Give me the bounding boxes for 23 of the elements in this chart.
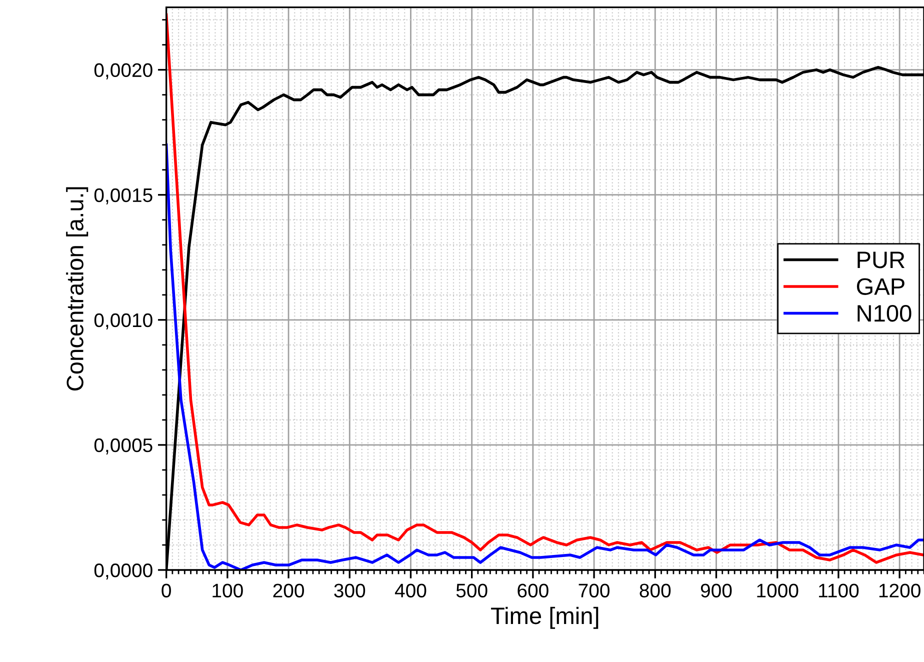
x-tick-label: 300 [334, 584, 366, 598]
x-tick-label: 900 [700, 584, 732, 598]
x-tick-label: 1100 [819, 584, 859, 598]
x-tick-label: 100 [212, 584, 243, 598]
x-tick-label: 200 [273, 584, 304, 598]
y-tick-label: 0,0005 [94, 438, 152, 454]
y-axis-title: Concentration [a.u.] [66, 187, 88, 390]
x-tick-label: 500 [456, 584, 488, 598]
x-tick-label: 400 [394, 584, 426, 598]
x-tick-label: 1200 [879, 584, 920, 598]
y-tick-label: 0,0000 [94, 563, 152, 580]
y-tick-label: 0,0010 [94, 313, 152, 330]
y-tick-label: 0,0015 [94, 188, 152, 204]
legend-label: GAP [856, 278, 904, 295]
legend-label: PUR [858, 252, 905, 268]
y-tick-label: 0,0020 [94, 63, 152, 80]
x-tick-label: 800 [640, 584, 671, 598]
x-tick-label: 700 [578, 584, 610, 598]
x-tick-label: 600 [518, 584, 548, 598]
x-tick-label: 0 [162, 584, 171, 598]
x-tick-label: 1000 [757, 584, 798, 598]
legend-label: N100 [858, 304, 912, 322]
x-axis-title: Time [min] [491, 606, 598, 629]
